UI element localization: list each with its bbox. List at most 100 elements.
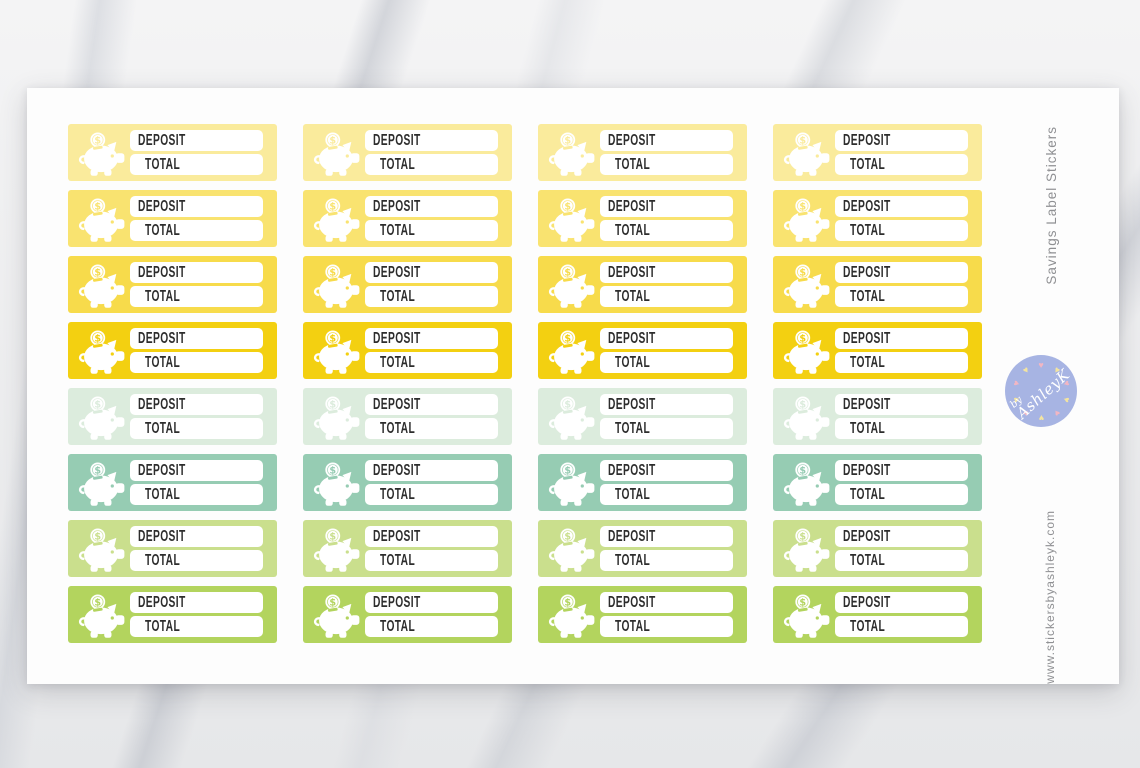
svg-text:$: $	[329, 135, 336, 146]
piggy-bank-icon: $	[781, 461, 831, 506]
total-field: TOTAL	[835, 418, 968, 439]
deposit-label: DEPOSIT	[843, 527, 891, 545]
deposit-label: DEPOSIT	[138, 131, 186, 149]
label-fields: DEPOSIT TOTAL	[130, 328, 263, 373]
total-field: TOTAL	[365, 616, 498, 637]
total-field: TOTAL	[835, 484, 968, 505]
svg-text:$: $	[564, 597, 571, 608]
deposit-field: DEPOSIT	[130, 130, 263, 151]
piggy-bank-icon: $	[76, 527, 126, 572]
deposit-label: DEPOSIT	[373, 461, 421, 479]
piggy-bank-icon: $	[76, 395, 126, 440]
svg-text:$: $	[94, 201, 101, 212]
total-label: TOTAL	[145, 485, 181, 503]
total-label: TOTAL	[615, 155, 651, 173]
svg-text:$: $	[94, 531, 101, 542]
deposit-field: DEPOSIT	[365, 130, 498, 151]
label-fields: DEPOSIT TOTAL	[365, 526, 498, 571]
deposit-total-sticker: $ DEPOSIT TOTAL	[773, 454, 982, 511]
deposit-label: DEPOSIT	[608, 461, 656, 479]
deposit-label: DEPOSIT	[843, 131, 891, 149]
deposit-label: DEPOSIT	[373, 527, 421, 545]
total-label: TOTAL	[380, 221, 416, 239]
total-label: TOTAL	[850, 287, 886, 305]
deposit-field: DEPOSIT	[365, 394, 498, 415]
label-fields: DEPOSIT TOTAL	[600, 328, 733, 373]
svg-text:$: $	[564, 399, 571, 410]
piggy-bank-icon: $	[311, 461, 361, 506]
deposit-total-sticker: $ DEPOSIT TOTAL	[538, 454, 747, 511]
label-fields: DEPOSIT TOTAL	[365, 196, 498, 241]
deposit-total-sticker: $ DEPOSIT TOTAL	[538, 124, 747, 181]
deposit-field: DEPOSIT	[130, 460, 263, 481]
deposit-label: DEPOSIT	[138, 461, 186, 479]
deposit-label: DEPOSIT	[138, 329, 186, 347]
piggy-bank-icon: $	[311, 263, 361, 308]
total-field: TOTAL	[130, 484, 263, 505]
total-label: TOTAL	[380, 551, 416, 569]
heart-icon: ♥	[1060, 395, 1072, 404]
deposit-label: DEPOSIT	[373, 329, 421, 347]
deposit-field: DEPOSIT	[130, 196, 263, 217]
total-label: TOTAL	[145, 419, 181, 437]
svg-text:$: $	[94, 399, 101, 410]
deposit-total-sticker: $ DEPOSIT TOTAL	[773, 124, 982, 181]
heart-icon: ♥	[1010, 378, 1022, 387]
deposit-total-sticker: $ DEPOSIT TOTAL	[303, 454, 512, 511]
piggy-bank-icon: $	[76, 263, 126, 308]
deposit-field: DEPOSIT	[130, 592, 263, 613]
total-label: TOTAL	[380, 617, 416, 635]
total-label: TOTAL	[615, 221, 651, 239]
piggy-bank-icon: $	[781, 527, 831, 572]
piggy-bank-icon: $	[76, 461, 126, 506]
total-field: TOTAL	[600, 286, 733, 307]
deposit-total-sticker: $ DEPOSIT TOTAL	[303, 322, 512, 379]
svg-text:$: $	[94, 333, 101, 344]
svg-text:$: $	[329, 399, 336, 410]
label-fields: DEPOSIT TOTAL	[365, 262, 498, 307]
svg-text:$: $	[564, 201, 571, 212]
piggy-bank-icon: $	[546, 461, 596, 506]
sticker-sheet: $ DEPOSIT TOTAL	[27, 88, 1119, 684]
deposit-total-sticker: $ DEPOSIT TOTAL	[773, 322, 982, 379]
deposit-total-sticker: $ DEPOSIT TOTAL	[538, 520, 747, 577]
piggy-bank-icon: $	[311, 593, 361, 638]
total-field: TOTAL	[365, 220, 498, 241]
total-field: TOTAL	[365, 154, 498, 175]
total-field: TOTAL	[365, 286, 498, 307]
svg-text:$: $	[799, 135, 806, 146]
total-label: TOTAL	[850, 551, 886, 569]
total-field: TOTAL	[130, 616, 263, 637]
svg-text:$: $	[329, 333, 336, 344]
deposit-total-sticker: $ DEPOSIT TOTAL	[68, 454, 277, 511]
deposit-total-sticker: $ DEPOSIT TOTAL	[68, 322, 277, 379]
deposit-field: DEPOSIT	[365, 196, 498, 217]
piggy-bank-icon: $	[781, 329, 831, 374]
piggy-bank-icon: $	[546, 527, 596, 572]
svg-text:$: $	[564, 333, 571, 344]
piggy-bank-icon: $	[781, 593, 831, 638]
deposit-total-sticker: $ DEPOSIT TOTAL	[538, 586, 747, 643]
deposit-field: DEPOSIT	[835, 592, 968, 613]
total-label: TOTAL	[145, 353, 181, 371]
deposit-label: DEPOSIT	[373, 131, 421, 149]
deposit-total-sticker: $ DEPOSIT TOTAL	[303, 256, 512, 313]
label-fields: DEPOSIT TOTAL	[835, 394, 968, 439]
deposit-label: DEPOSIT	[843, 329, 891, 347]
svg-text:$: $	[564, 135, 571, 146]
svg-text:$: $	[329, 465, 336, 476]
deposit-label: DEPOSIT	[138, 197, 186, 215]
deposit-field: DEPOSIT	[600, 592, 733, 613]
total-label: TOTAL	[615, 551, 651, 569]
svg-text:$: $	[799, 465, 806, 476]
heart-icon: ♥	[1038, 359, 1044, 370]
total-field: TOTAL	[130, 352, 263, 373]
total-field: TOTAL	[130, 154, 263, 175]
svg-text:$: $	[564, 465, 571, 476]
deposit-label: DEPOSIT	[608, 593, 656, 611]
deposit-label: DEPOSIT	[373, 263, 421, 281]
total-field: TOTAL	[130, 418, 263, 439]
label-fields: DEPOSIT TOTAL	[600, 262, 733, 307]
svg-text:$: $	[799, 399, 806, 410]
